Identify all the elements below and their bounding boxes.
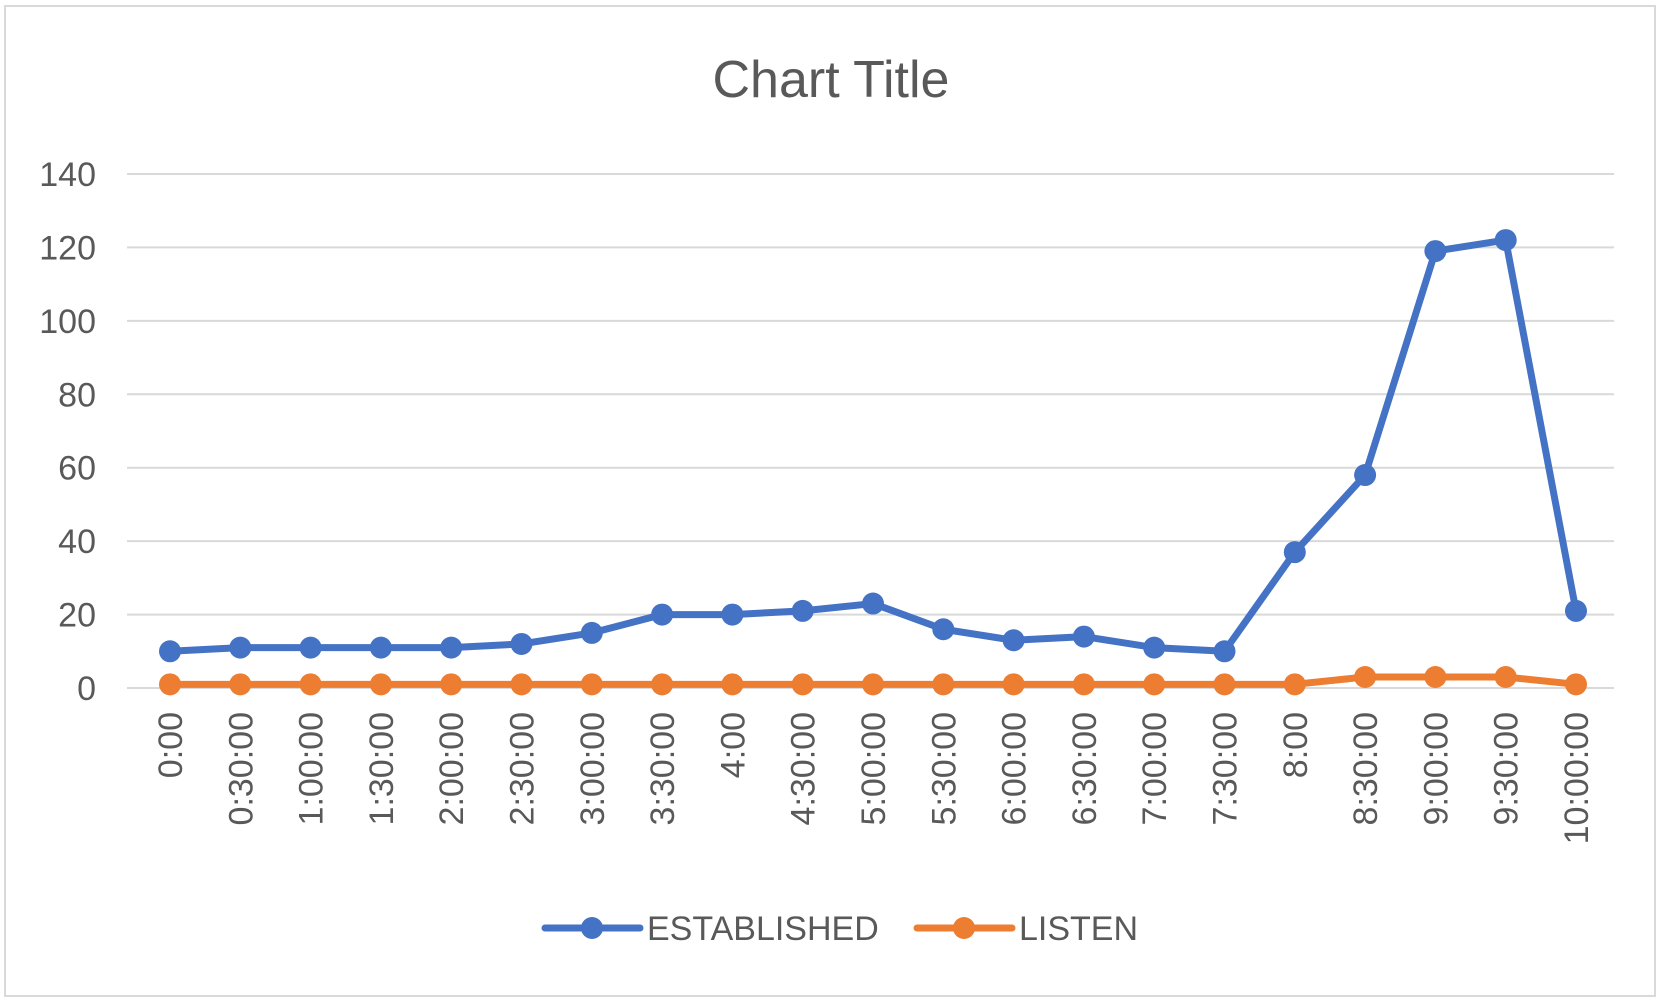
point-listen (1002, 673, 1025, 696)
point-listen (440, 673, 463, 696)
series-group (159, 229, 1587, 696)
x-tick-label: 5:00:00 (855, 712, 893, 825)
x-tick-label: 6:30:00 (1066, 712, 1104, 825)
x-tick-label: 8:30:00 (1347, 712, 1385, 825)
legend: ESTABLISHED LISTEN (541, 910, 1138, 948)
point-listen (1213, 673, 1236, 696)
point-established (721, 603, 744, 626)
series-line-established (166, 236, 1580, 655)
x-tick-label: 7:30:00 (1207, 712, 1245, 825)
y-tick-label: 80 (58, 376, 96, 414)
point-listen (1354, 665, 1377, 688)
x-tick-label: 9:00:00 (1417, 712, 1455, 825)
point-established (862, 592, 884, 615)
point-established (369, 636, 392, 659)
point-listen (1565, 673, 1587, 696)
x-tick-label: 8:00 (1277, 712, 1315, 778)
point-listen (159, 673, 181, 696)
x-tick-label: 6:00:00 (996, 712, 1034, 825)
point-established (1283, 541, 1306, 564)
x-tick-label: 10:00:00 (1558, 712, 1596, 844)
x-tick-label: 0:30:00 (222, 712, 260, 825)
y-tick-label: 140 (39, 156, 96, 194)
y-tick-label: 0 (77, 670, 96, 708)
point-established (1072, 625, 1095, 648)
point-listen (721, 673, 744, 696)
chart-frame (4, 5, 1656, 997)
point-established (1565, 599, 1587, 622)
legend-item-listen: LISTEN (913, 910, 1138, 948)
point-established (1143, 636, 1166, 659)
y-tick-label: 100 (39, 303, 96, 341)
chart-title: Chart Title (713, 51, 950, 109)
x-tick-label: 1:00:00 (293, 712, 331, 825)
point-established (1213, 640, 1236, 663)
point-listen (580, 673, 603, 696)
point-established (1354, 464, 1377, 487)
point-established (510, 632, 533, 655)
point-listen (299, 673, 322, 696)
point-established (651, 603, 674, 626)
point-established (159, 640, 181, 663)
x-tick-label: 3:30:00 (644, 712, 682, 825)
y-axis: 0 20 40 60 80 100 120 140 (39, 156, 96, 708)
y-tick-label: 120 (39, 229, 96, 267)
x-tick-label: 3:00:00 (574, 712, 612, 825)
point-established (791, 599, 814, 622)
x-tick-label: 9:30:00 (1488, 712, 1526, 825)
x-tick-label: 0:00 (152, 712, 190, 778)
point-listen (862, 673, 884, 696)
legend-label: LISTEN (1019, 910, 1138, 948)
legend-label: ESTABLISHED (647, 910, 879, 948)
point-listen (1424, 665, 1447, 688)
x-tick-label: 1:30:00 (363, 712, 401, 825)
point-established (580, 621, 603, 644)
point-listen (651, 673, 674, 696)
y-tick-label: 40 (58, 523, 96, 561)
x-tick-label: 2:30:00 (504, 712, 542, 825)
point-listen (510, 673, 533, 696)
point-listen (369, 673, 392, 696)
point-listen (229, 673, 252, 696)
point-listen (791, 673, 814, 696)
legend-marker (953, 917, 975, 939)
point-established (1494, 229, 1517, 252)
legend-marker (581, 917, 603, 939)
x-tick-label: 2:00:00 (433, 712, 471, 825)
point-established (1424, 240, 1447, 263)
point-listen (1494, 665, 1517, 688)
point-established (932, 618, 955, 641)
x-tick-label: 7:00:00 (1136, 712, 1174, 825)
x-tick-label: 4:30:00 (785, 712, 823, 825)
legend-item-established: ESTABLISHED (541, 910, 879, 948)
point-listen (1072, 673, 1095, 696)
x-tick-label: 4:00 (714, 712, 752, 778)
point-listen (932, 673, 955, 696)
x-tick-label: 5:30:00 (925, 712, 963, 825)
point-listen (1283, 673, 1306, 696)
point-established (229, 636, 252, 659)
point-listen (1143, 673, 1166, 696)
point-established (440, 636, 463, 659)
y-tick-label: 20 (58, 597, 96, 635)
y-tick-label: 60 (58, 450, 96, 488)
x-axis: 0:00 0:30:00 1:00:00 1:30:00 2:00:00 2:30:00 3… (152, 712, 1596, 844)
point-established (299, 636, 322, 659)
point-established (1002, 629, 1025, 652)
